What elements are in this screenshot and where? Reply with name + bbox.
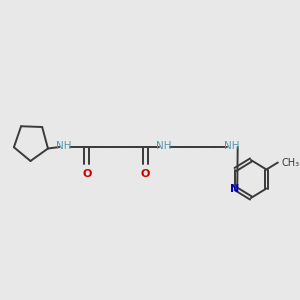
Text: NH: NH <box>56 141 72 151</box>
Text: N: N <box>230 184 239 194</box>
Text: CH₃: CH₃ <box>282 158 300 167</box>
Text: NH: NH <box>156 141 172 151</box>
Text: NH: NH <box>224 141 240 151</box>
Text: O: O <box>141 169 150 179</box>
Text: O: O <box>82 169 92 179</box>
